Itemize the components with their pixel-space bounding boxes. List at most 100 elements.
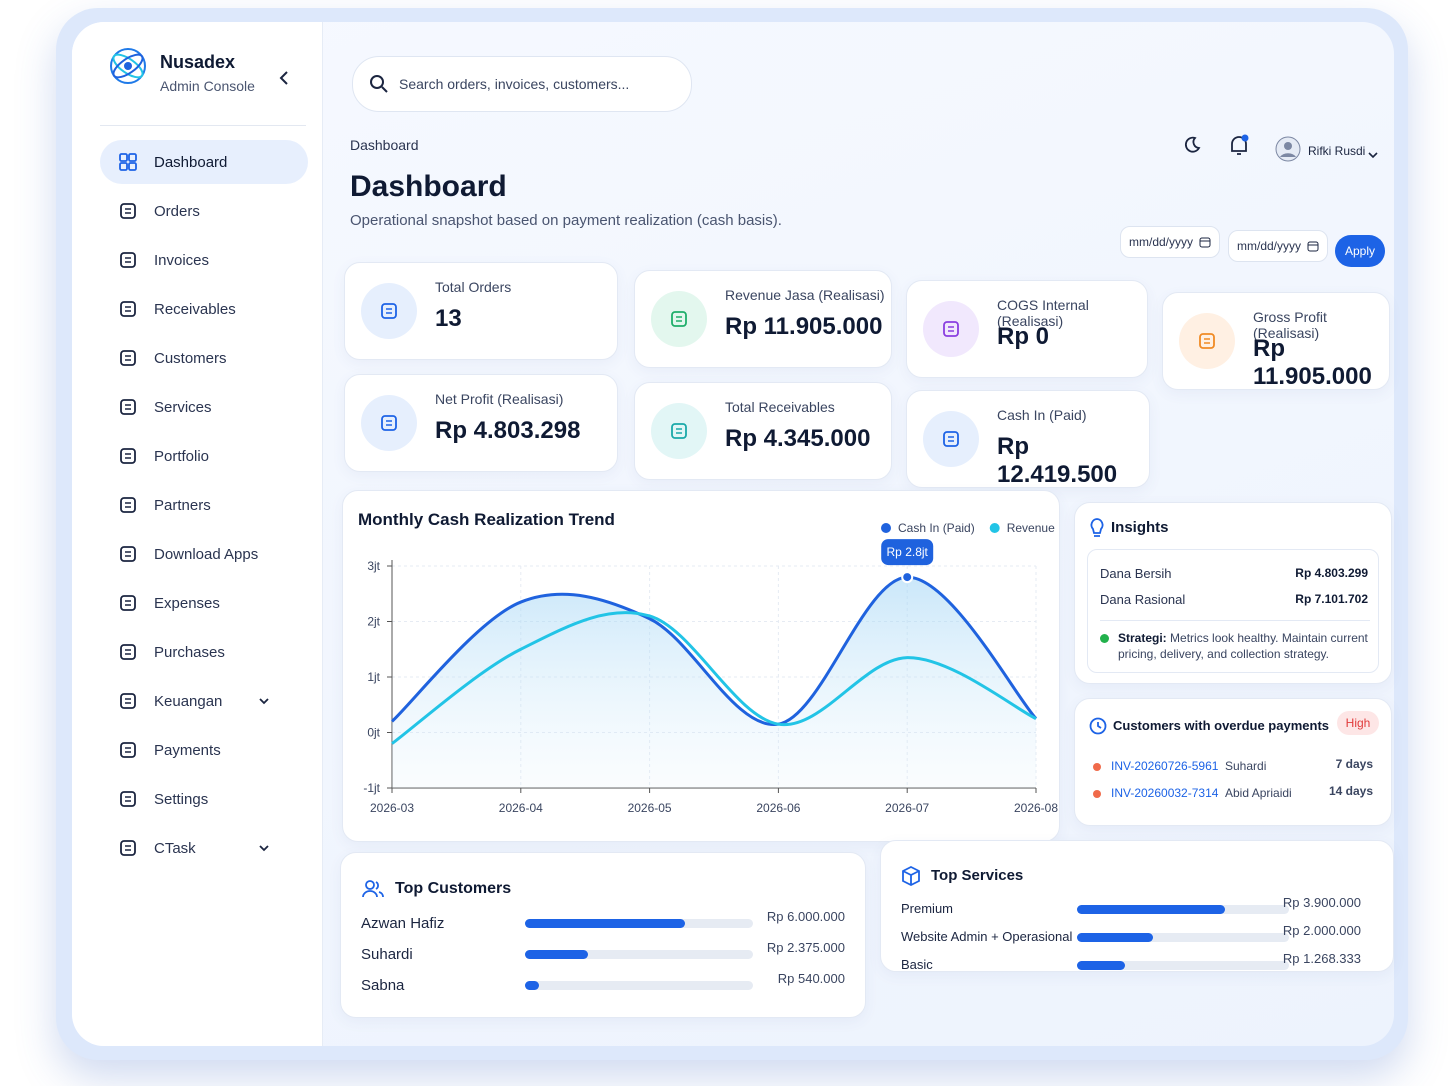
nav-item[interactable]: Expenses xyxy=(100,581,308,625)
date-to[interactable]: mm/dd/yyyy xyxy=(1228,230,1328,262)
bar-track xyxy=(1077,961,1289,970)
theme-toggle[interactable] xyxy=(1182,135,1202,155)
rect xyxy=(120,252,136,268)
bar-value-label: Rp 6.000.000 xyxy=(766,909,845,924)
circle xyxy=(370,75,384,89)
icon xyxy=(120,546,136,562)
kpi-value: Rp 4.803.298 xyxy=(435,417,581,444)
invoice-id[interactable]: INV-20260032-7314 xyxy=(1111,786,1219,800)
kpi-icon xyxy=(651,403,707,459)
legend-label: Revenue xyxy=(1007,521,1055,535)
rect xyxy=(671,311,687,327)
kpi-value: Rp 11.905.000 xyxy=(1253,335,1372,390)
nav-item[interactable]: Invoices xyxy=(100,238,308,282)
rect xyxy=(120,595,136,611)
circle xyxy=(110,48,146,84)
priority-badge: High xyxy=(1337,711,1379,735)
bar-value-label: Rp 1.268.333 xyxy=(1282,951,1361,966)
nav-item[interactable]: Receivables xyxy=(100,287,308,331)
rect xyxy=(120,791,136,807)
strategy-label: Strategi: xyxy=(1118,631,1167,645)
path xyxy=(125,845,131,851)
status-dot xyxy=(1100,634,1109,643)
rect xyxy=(943,321,959,337)
nav-item[interactable]: CTask xyxy=(100,826,308,870)
nav-item[interactable]: Customers xyxy=(100,336,308,380)
kpi-label: Total Receivables xyxy=(725,399,835,415)
path xyxy=(1231,136,1247,155)
kpi-card: Revenue Jasa (Realisasi) Rp 11.905.000 xyxy=(634,270,892,368)
path xyxy=(362,890,378,898)
notifications[interactable] xyxy=(1228,134,1250,158)
icon xyxy=(120,644,136,660)
nav-label: Keuangan xyxy=(154,692,223,710)
nav-item[interactable]: Payments xyxy=(100,728,308,772)
nav-item[interactable]: Keuangan xyxy=(100,679,308,723)
line-chart: -1jt 0jt 1jt 2jt 3jt 2026-03 2026-04 2026-05 202… xyxy=(363,521,1058,815)
kpi-icon xyxy=(923,411,979,467)
nav-label: Dashboard xyxy=(154,153,228,171)
path xyxy=(125,600,131,606)
collapse-button[interactable] xyxy=(278,70,290,86)
nav-item[interactable]: Download Apps xyxy=(100,532,308,576)
icon xyxy=(943,321,959,337)
path xyxy=(902,865,920,887)
invoice-id[interactable]: INV-20260726-5961 xyxy=(1111,759,1219,773)
insights-title: Insights xyxy=(1111,519,1169,536)
rect xyxy=(119,153,128,162)
nav-item[interactable]: Orders xyxy=(100,189,308,233)
bar-value-label: Rp 3.900.000 xyxy=(1282,895,1361,910)
nav-item[interactable]: Settings xyxy=(100,777,308,821)
divider xyxy=(1100,620,1370,621)
rect xyxy=(381,303,397,319)
kpi-label: Revenue Jasa (Realisasi) xyxy=(725,287,885,303)
icon xyxy=(671,311,687,327)
rect xyxy=(120,448,136,464)
kpi-value: Rp 4.345.000 xyxy=(725,425,871,452)
path xyxy=(125,551,131,557)
customer: Suhardi xyxy=(1225,759,1267,773)
small: Strategi: Metrics look healthy. Maintain… xyxy=(1118,630,1372,662)
legend-label: Cash In (Paid) xyxy=(898,521,975,535)
nav-item[interactable]: Portfolio xyxy=(100,434,308,478)
path xyxy=(125,355,131,361)
kpi-icon xyxy=(361,283,417,339)
bar-value-label: Rp 2.000.000 xyxy=(1282,923,1361,938)
nav-item[interactable]: Partners xyxy=(100,483,308,527)
calendar-icon xyxy=(1199,237,1211,248)
kpi-card: Total Orders 13 xyxy=(344,262,618,360)
bar xyxy=(525,981,540,990)
sidebar xyxy=(72,22,323,1046)
kpi-label: Gross Profit (Realisasi) xyxy=(1253,309,1327,341)
user-menu-chevron[interactable] xyxy=(1367,150,1379,160)
avatar[interactable] xyxy=(1275,136,1301,162)
bar xyxy=(525,950,589,959)
icon xyxy=(120,791,136,807)
legend-swatch xyxy=(881,523,891,533)
icon xyxy=(671,423,687,439)
user-name[interactable]: Rifki Rusdi xyxy=(1308,144,1366,158)
nav-item[interactable]: Services xyxy=(100,385,308,429)
circle xyxy=(1284,142,1292,150)
icon xyxy=(120,350,136,366)
nav-item[interactable]: Purchases xyxy=(100,630,308,674)
search-box[interactable]: Search orders, invoices, customers... xyxy=(352,56,692,112)
kpi-card: Cash In (Paid) Rp 12.419.500 xyxy=(906,390,1150,488)
insight-label: Dana Rasional xyxy=(1100,592,1186,607)
rect xyxy=(120,399,136,415)
icon xyxy=(381,415,397,431)
rect xyxy=(120,644,136,660)
nav-item[interactable]: Dashboard xyxy=(100,140,308,184)
rect xyxy=(671,423,687,439)
nav-label: Purchases xyxy=(154,643,225,661)
top-customers-card: Top Customers Azwan Hafiz Rp 6.000.000 Suh… xyxy=(340,852,866,1018)
path xyxy=(386,420,392,426)
rect xyxy=(1199,333,1215,349)
rect xyxy=(381,415,397,431)
kpi-label: Total Orders xyxy=(435,279,512,295)
bar xyxy=(1077,961,1126,970)
circle xyxy=(1089,717,1107,735)
date-from[interactable]: mm/dd/yyyy xyxy=(1120,226,1220,258)
circle xyxy=(365,880,375,890)
apply-button[interactable]: Apply xyxy=(1335,235,1385,267)
